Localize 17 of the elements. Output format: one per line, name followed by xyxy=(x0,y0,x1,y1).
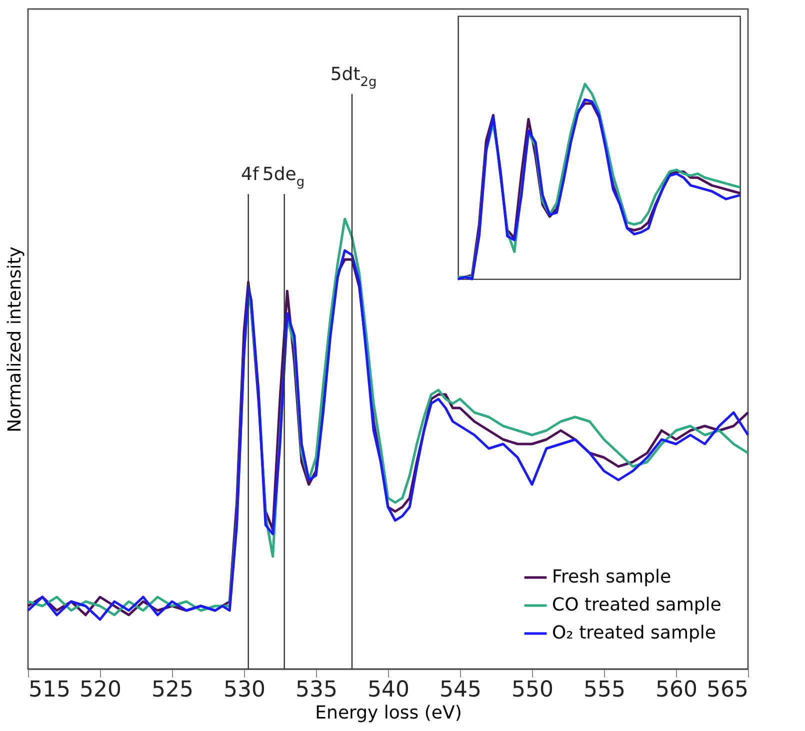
x-tick-label: 525 xyxy=(152,678,194,702)
x-tick-label: 515 xyxy=(28,678,70,702)
legend-label: CO treated sample xyxy=(552,594,722,616)
x-axis-title: Energy loss (eV) xyxy=(315,702,462,724)
legend-label: Fresh sample xyxy=(552,566,672,588)
x-tick-label: 530 xyxy=(224,678,266,702)
x-tick-label: 545 xyxy=(440,678,482,702)
ref-line-label: 4f xyxy=(241,164,260,185)
x-tick-label: 540 xyxy=(368,678,410,702)
x-tick-label: 565 xyxy=(706,678,748,702)
y-axis-title: Normalized intensity xyxy=(4,246,26,432)
legend-label: O₂ treated sample xyxy=(552,622,716,644)
x-tick-label: 555 xyxy=(584,678,626,702)
x-tick-label: 560 xyxy=(656,678,698,702)
x-tick-label: 520 xyxy=(80,678,122,702)
x-tick-label: 535 xyxy=(296,678,338,702)
x-tick-label: 550 xyxy=(512,678,554,702)
